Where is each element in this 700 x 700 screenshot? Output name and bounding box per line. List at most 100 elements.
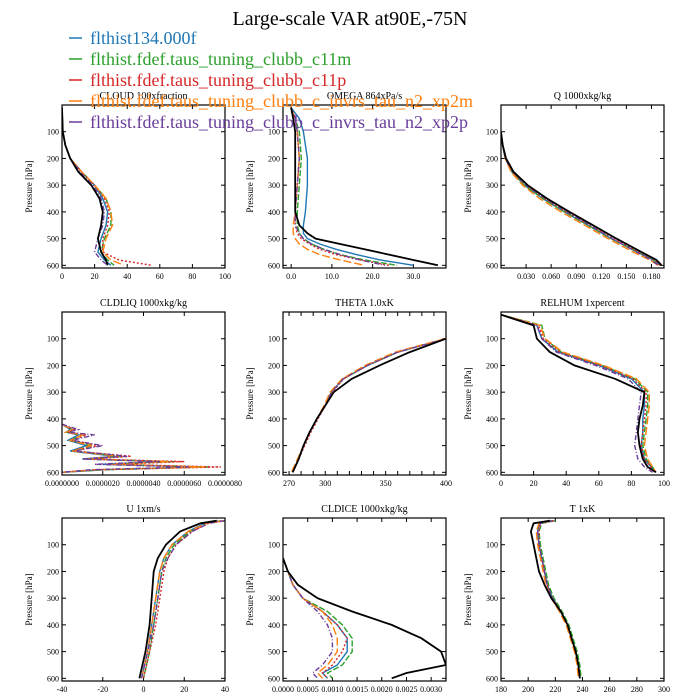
y-tick-label: 600	[268, 674, 280, 683]
series-line-5	[62, 423, 189, 473]
x-tick-label: 100	[658, 479, 670, 488]
x-tick-label: 0.180	[642, 272, 660, 281]
y-tick-label: 300	[486, 388, 498, 397]
y-tick-label: 600	[486, 468, 498, 477]
legend-label: flthist.fdef.taus_tuning_clubb_c11m	[90, 49, 351, 69]
series-line-4	[535, 520, 580, 679]
y-tick-label: 500	[268, 235, 280, 244]
legend: flthist134.000fflthist.fdef.taus_tuning_…	[69, 28, 473, 132]
y-tick-label: 200	[47, 567, 59, 576]
y-tick-label: 400	[268, 208, 280, 217]
figure-title: Large-scale VAR at90E,-75N	[233, 8, 468, 30]
legend-label: flthist.fdef.taus_tuning_clubb_c_invrs_t…	[90, 112, 468, 132]
y-tick-label: 600	[47, 674, 59, 683]
series-line-3	[292, 338, 446, 473]
series-line-1	[536, 520, 581, 679]
y-tick-label: 400	[47, 208, 59, 217]
panel-title: THETA 1.0xK	[335, 298, 394, 309]
panel-frame	[61, 104, 226, 269]
series-group	[138, 519, 225, 679]
y-tick-label: 500	[486, 442, 498, 451]
x-tick-label: 350	[380, 479, 392, 488]
y-axis-label: Pressure [hPa]	[245, 367, 255, 419]
y-tick-label: 100	[268, 128, 280, 137]
series-line-5	[140, 520, 225, 679]
series-line-5	[290, 107, 386, 266]
panel-title: OMEGA 864xPa/s	[327, 91, 402, 102]
series-line-3	[62, 423, 221, 473]
x-tick-label: 60	[595, 479, 603, 488]
x-tick-label: 60	[156, 272, 164, 281]
series-line-2	[292, 338, 446, 473]
series-line-4	[290, 338, 445, 473]
x-tick-label: 0	[499, 479, 503, 488]
legend-entry: flthist.fdef.taus_tuning_clubb_c11p	[69, 70, 346, 90]
panel-frame	[500, 311, 665, 476]
x-tick-label: 0.0000	[272, 685, 294, 694]
x-tick-label: 40	[221, 685, 229, 694]
series-line-4	[501, 314, 657, 473]
y-tick-label: 300	[268, 388, 280, 397]
x-tick-label: 280	[631, 685, 643, 694]
y-tick-label: 300	[47, 181, 59, 190]
series-group	[290, 107, 439, 267]
panel-frame	[282, 311, 447, 476]
x-tick-label: 20	[180, 685, 188, 694]
panel-title: RELHUM 1xpercent	[540, 298, 624, 309]
legend-entry: flthist134.000f	[69, 28, 197, 48]
x-tick-label: 20	[530, 479, 538, 488]
y-tick-label: 200	[268, 567, 280, 576]
y-tick-label: 500	[268, 648, 280, 657]
x-tick-label: 0.0	[286, 272, 296, 281]
y-tick-label: 500	[47, 648, 59, 657]
y-tick-label: 400	[486, 621, 498, 630]
panel-frame	[500, 104, 665, 269]
x-tick-label: 0.0025	[395, 685, 417, 694]
x-tick-label: 20.0	[366, 272, 380, 281]
y-tick-label: 200	[486, 154, 498, 163]
y-tick-label: 400	[486, 208, 498, 217]
y-tick-label: 100	[268, 541, 280, 550]
legend-entry: flthist.fdef.taus_tuning_clubb_c11m	[69, 49, 351, 69]
y-tick-label: 200	[486, 567, 498, 576]
x-tick-label: 300	[658, 685, 670, 694]
legend-label: flthist.fdef.taus_tuning_clubb_c11p	[90, 70, 346, 90]
series-line-3	[142, 520, 225, 679]
y-tick-label: 300	[268, 594, 280, 603]
x-tick-label: -40	[57, 685, 68, 694]
y-tick-label: 600	[268, 261, 280, 270]
series-line-1	[292, 338, 446, 473]
y-tick-label: 500	[486, 235, 498, 244]
y-tick-label: 100	[486, 541, 498, 550]
panel-3: Q 1000xkg/kg Pressure [hPa] 100 200 300 400 50…	[463, 91, 665, 281]
x-tick-label: 80	[627, 479, 635, 488]
y-tick-label: 200	[268, 361, 280, 370]
y-tick-label: 600	[47, 261, 59, 270]
panel-title: Q 1000xkg/kg	[554, 91, 612, 102]
x-tick-label: 0.0000020	[86, 479, 120, 488]
y-axis-label: Pressure [hPa]	[24, 367, 34, 419]
x-tick-label: 180	[495, 685, 507, 694]
y-tick-label: 300	[47, 388, 59, 397]
series-group	[501, 313, 657, 474]
panel-title: CLOUD 100xfraction	[99, 91, 187, 102]
series-line-4	[290, 107, 365, 266]
x-tick-label: 400	[440, 479, 452, 488]
series-line-2	[283, 557, 353, 679]
y-axis-label: Pressure [hPa]	[245, 160, 255, 212]
y-tick-label: 600	[486, 674, 498, 683]
y-tick-label: 100	[47, 128, 59, 137]
y-tick-label: 600	[47, 468, 59, 477]
panel-frame	[282, 104, 447, 269]
y-tick-label: 500	[47, 442, 59, 451]
x-tick-label: 0.0000060	[167, 479, 201, 488]
legend-label: flthist.fdef.taus_tuning_clubb_c_invrs_t…	[90, 91, 473, 111]
legend-entry: flthist.fdef.taus_tuning_clubb_c_invrs_t…	[69, 112, 468, 132]
x-tick-label: 80	[188, 272, 196, 281]
panel-frame	[61, 311, 226, 476]
y-tick-label: 500	[47, 235, 59, 244]
y-tick-label: 600	[268, 468, 280, 477]
x-tick-label: 270	[283, 479, 295, 488]
